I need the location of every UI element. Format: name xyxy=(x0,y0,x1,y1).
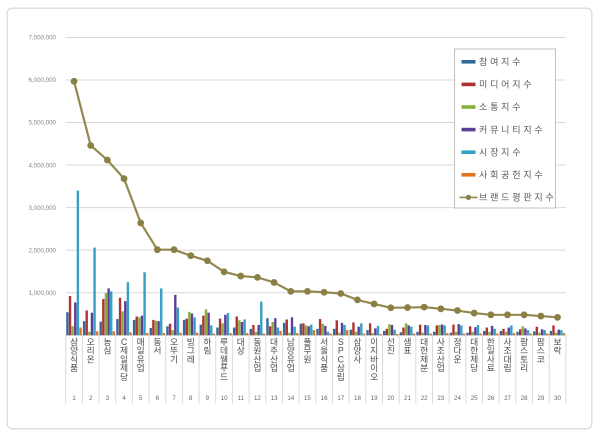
svg-text:농심: 농심 xyxy=(103,337,111,356)
svg-text:4,000,000: 4,000,000 xyxy=(28,162,56,169)
svg-text:13: 13 xyxy=(271,395,278,402)
svg-text:27: 27 xyxy=(504,395,511,402)
svg-text:1: 1 xyxy=(72,395,76,402)
svg-text:21: 21 xyxy=(404,395,411,402)
svg-text:20: 20 xyxy=(387,395,394,402)
svg-text:9: 9 xyxy=(206,395,210,402)
svg-text:14: 14 xyxy=(287,395,294,402)
svg-text:11: 11 xyxy=(238,395,245,402)
svg-text:오뚜기: 오뚜기 xyxy=(170,337,178,365)
svg-text:미디어지수: 미디어지수 xyxy=(479,80,534,90)
svg-text:4: 4 xyxy=(122,395,126,402)
svg-text:18: 18 xyxy=(354,395,361,402)
svg-text:5,000,000: 5,000,000 xyxy=(28,120,56,127)
svg-text:7,000,000: 7,000,000 xyxy=(28,35,56,42)
svg-text:사회공헌지수: 사회공헌지수 xyxy=(479,170,545,180)
svg-text:빙그레: 빙그레 xyxy=(187,337,195,365)
svg-text:동서: 동서 xyxy=(153,337,161,356)
svg-text:22: 22 xyxy=(421,395,428,402)
svg-text:29: 29 xyxy=(537,395,544,402)
svg-text:오리온: 오리온 xyxy=(87,337,95,365)
svg-text:정다운: 정다운 xyxy=(453,337,461,365)
svg-text:보락: 보락 xyxy=(553,337,561,356)
svg-text:참여지수: 참여지수 xyxy=(479,56,523,67)
svg-text:샘표: 샘표 xyxy=(403,337,411,356)
svg-text:8: 8 xyxy=(189,395,193,402)
svg-text:24: 24 xyxy=(454,395,461,402)
svg-text:시장지수: 시장지수 xyxy=(479,147,523,157)
svg-text:5: 5 xyxy=(139,395,143,402)
svg-text:28: 28 xyxy=(521,395,528,402)
svg-text:2: 2 xyxy=(89,395,93,402)
svg-text:23: 23 xyxy=(437,395,444,402)
svg-text:소통지수: 소통지수 xyxy=(479,102,523,112)
svg-text:15: 15 xyxy=(304,395,311,402)
svg-text:7: 7 xyxy=(172,395,176,402)
svg-text:3: 3 xyxy=(106,395,110,402)
svg-text:26: 26 xyxy=(487,395,494,402)
svg-text:6: 6 xyxy=(156,395,160,402)
svg-text:12: 12 xyxy=(254,395,261,402)
svg-text:커뮤니티지수: 커뮤니티지수 xyxy=(479,125,545,135)
svg-text:25: 25 xyxy=(471,395,478,402)
svg-text:10: 10 xyxy=(221,395,228,402)
svg-text:3,000,000: 3,000,000 xyxy=(28,205,56,212)
svg-text:브랜드평판지수: 브랜드평판지수 xyxy=(479,193,557,203)
svg-text:하림: 하림 xyxy=(203,337,211,356)
svg-text:삼양사: 삼양사 xyxy=(353,337,361,365)
svg-text:대상: 대상 xyxy=(237,337,245,356)
svg-text:팜스코: 팜스코 xyxy=(537,337,545,365)
svg-text:6,000,000: 6,000,000 xyxy=(28,77,56,84)
svg-text:17: 17 xyxy=(337,395,344,402)
svg-text:선진: 선진 xyxy=(387,337,395,356)
svg-text:30: 30 xyxy=(554,395,561,402)
svg-text:2,000,000: 2,000,000 xyxy=(28,247,56,254)
svg-text:풀무원: 풀무원 xyxy=(303,337,311,365)
svg-text:16: 16 xyxy=(321,395,328,402)
svg-text:1,000,000: 1,000,000 xyxy=(28,290,56,297)
svg-text:19: 19 xyxy=(371,395,378,402)
